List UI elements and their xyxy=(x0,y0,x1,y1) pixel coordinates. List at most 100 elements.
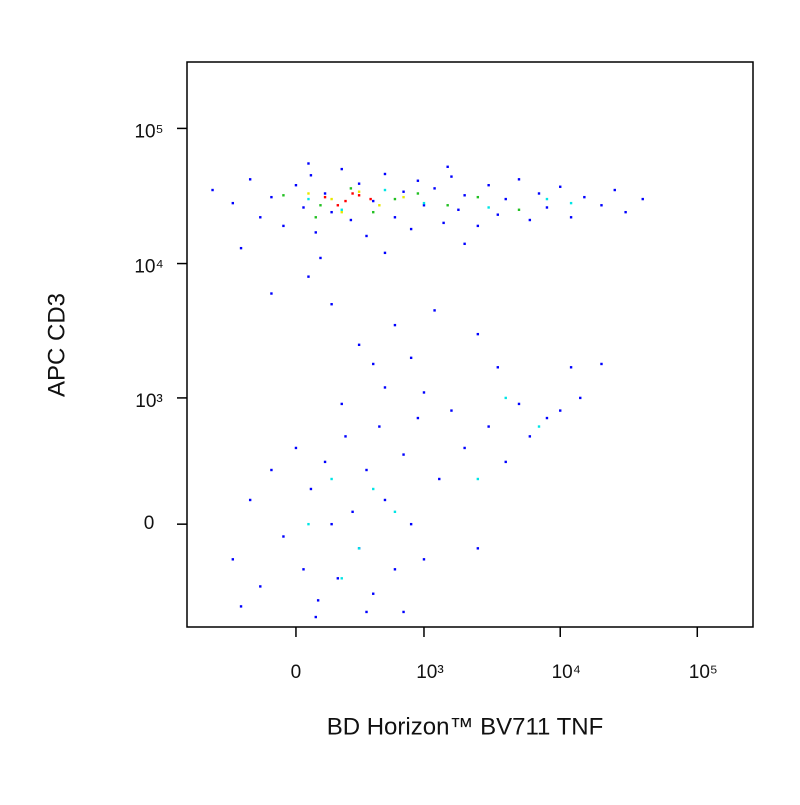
y-tick-label: 10³ xyxy=(135,391,162,412)
point xyxy=(270,292,273,295)
point xyxy=(351,192,354,195)
point xyxy=(330,303,333,306)
point xyxy=(545,416,549,420)
point xyxy=(282,194,285,197)
point xyxy=(504,396,507,400)
point xyxy=(357,547,361,550)
point xyxy=(319,256,322,260)
point xyxy=(416,192,420,195)
point xyxy=(402,453,405,456)
point xyxy=(487,425,490,428)
point xyxy=(624,210,627,214)
plot-frame xyxy=(186,61,754,628)
point xyxy=(476,224,480,228)
point xyxy=(450,409,453,412)
point xyxy=(302,206,305,209)
point xyxy=(409,227,413,231)
point xyxy=(409,522,413,526)
point xyxy=(307,192,310,195)
point xyxy=(476,332,480,336)
point xyxy=(357,182,361,185)
point xyxy=(349,187,353,190)
point xyxy=(378,425,381,428)
point xyxy=(476,547,480,550)
point xyxy=(323,195,327,199)
x-tick-label: 0 xyxy=(291,662,302,683)
point xyxy=(239,246,243,250)
point xyxy=(438,477,441,481)
point xyxy=(517,178,521,181)
point xyxy=(463,194,466,197)
point xyxy=(259,585,262,588)
point xyxy=(336,577,340,580)
point xyxy=(307,522,310,526)
y-tick-label: 0 xyxy=(144,513,155,534)
point xyxy=(517,402,521,406)
point xyxy=(383,251,387,255)
point xyxy=(357,343,361,347)
x-axis-label: BD Horizon™ BV711 TNF xyxy=(327,713,604,740)
point xyxy=(537,192,541,195)
point xyxy=(559,185,562,188)
point xyxy=(365,610,368,614)
point xyxy=(569,216,573,219)
point xyxy=(393,323,397,327)
point xyxy=(393,510,397,514)
point xyxy=(231,201,235,205)
point xyxy=(365,468,368,472)
point xyxy=(504,460,507,464)
point xyxy=(600,362,603,366)
point xyxy=(319,204,322,207)
point xyxy=(372,199,375,203)
point xyxy=(476,477,480,481)
point xyxy=(487,206,490,209)
point xyxy=(393,216,397,219)
point xyxy=(314,615,317,619)
point xyxy=(307,275,310,278)
point xyxy=(409,356,413,360)
point xyxy=(323,460,327,464)
point xyxy=(340,167,343,171)
point xyxy=(302,568,305,571)
point xyxy=(450,175,453,178)
point xyxy=(248,498,252,502)
point xyxy=(259,216,262,219)
point xyxy=(365,234,368,238)
point xyxy=(330,522,333,526)
point xyxy=(330,197,333,201)
point xyxy=(463,242,466,246)
point xyxy=(383,172,387,176)
point xyxy=(270,468,273,472)
point xyxy=(641,197,644,201)
point xyxy=(383,498,387,502)
point xyxy=(613,188,616,192)
point xyxy=(569,366,573,369)
point xyxy=(446,204,449,207)
point xyxy=(517,208,521,211)
point xyxy=(231,558,235,561)
point xyxy=(416,179,420,182)
point xyxy=(294,446,298,450)
point xyxy=(369,197,372,201)
point xyxy=(282,224,285,228)
point xyxy=(559,409,562,412)
point xyxy=(307,197,310,201)
point xyxy=(402,610,405,614)
point xyxy=(349,218,353,222)
point xyxy=(393,197,397,201)
point xyxy=(309,174,313,177)
y-tick-label: 10⁴ xyxy=(134,257,163,278)
y-tick-label: 10⁵ xyxy=(134,121,163,142)
x-tick-label: 10³ xyxy=(416,662,443,683)
point xyxy=(357,194,361,197)
point xyxy=(340,402,343,406)
point xyxy=(528,218,532,222)
point xyxy=(372,487,375,491)
point xyxy=(344,199,347,203)
point xyxy=(336,204,340,207)
point xyxy=(433,309,436,312)
point xyxy=(316,599,320,602)
point xyxy=(340,210,343,214)
x-tick-label: 10⁵ xyxy=(689,662,718,683)
